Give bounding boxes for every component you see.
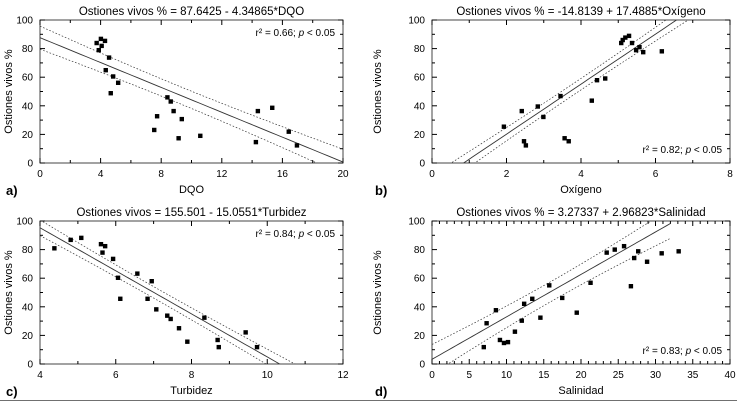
svg-text:Ostiones vivos %: Ostiones vivos % — [3, 49, 15, 134]
svg-text:60: 60 — [22, 73, 34, 84]
svg-text:4: 4 — [578, 169, 584, 180]
svg-text:Turbidez: Turbidez — [170, 385, 212, 397]
svg-text:4: 4 — [98, 169, 104, 180]
svg-text:100: 100 — [16, 16, 33, 27]
svg-text:0: 0 — [27, 360, 33, 371]
svg-text:60: 60 — [22, 274, 34, 285]
svg-text:60: 60 — [414, 274, 426, 285]
svg-text:0: 0 — [37, 169, 43, 180]
svg-text:20: 20 — [575, 370, 587, 381]
svg-text:Ostiones vivos % = 3.27337 + 2: Ostiones vivos % = 3.27337 + 2.96823*Sal… — [456, 207, 705, 219]
svg-text:Ostiones vivos %: Ostiones vivos % — [372, 49, 384, 134]
svg-text:12: 12 — [216, 169, 228, 180]
svg-text:Ostiones vivos %: Ostiones vivos % — [3, 250, 15, 335]
svg-text:16: 16 — [277, 169, 289, 180]
svg-text:20: 20 — [337, 169, 349, 180]
svg-text:20: 20 — [22, 130, 34, 141]
svg-text:DQO: DQO — [179, 184, 205, 196]
svg-text:0: 0 — [419, 159, 425, 170]
svg-text:100: 100 — [408, 217, 425, 228]
svg-text:80: 80 — [22, 245, 34, 256]
svg-text:0: 0 — [419, 360, 425, 371]
svg-text:r² = 0.83; p < 0.05: r² = 0.83; p < 0.05 — [643, 346, 723, 357]
svg-text:100: 100 — [16, 217, 33, 228]
svg-text:10: 10 — [501, 370, 513, 381]
svg-text:4: 4 — [37, 370, 43, 381]
svg-text:8: 8 — [158, 169, 164, 180]
svg-text:0: 0 — [429, 370, 435, 381]
svg-text:15: 15 — [538, 370, 550, 381]
svg-text:0: 0 — [429, 169, 435, 180]
svg-text:Ostiones vivos %: Ostiones vivos % — [372, 250, 384, 335]
svg-text:30: 30 — [650, 370, 662, 381]
svg-text:c): c) — [6, 384, 18, 399]
svg-text:2: 2 — [504, 169, 510, 180]
svg-text:r² = 0.84; p < 0.05: r² = 0.84; p < 0.05 — [256, 229, 336, 240]
svg-text:20: 20 — [414, 331, 426, 342]
svg-text:80: 80 — [22, 44, 34, 55]
svg-text:Ostiones vivos = 155.501 - 15.: Ostiones vivos = 155.501 - 15.0551*Turbi… — [76, 207, 306, 219]
svg-text:35: 35 — [687, 370, 699, 381]
svg-text:Ostiones vivos % = 87.6425 - 4: Ostiones vivos % = 87.6425 - 4.34865*DQO — [79, 6, 304, 18]
svg-text:r² = 0.66; p < 0.05: r² = 0.66; p < 0.05 — [256, 28, 336, 39]
svg-text:6: 6 — [653, 169, 659, 180]
svg-text:10: 10 — [262, 370, 274, 381]
svg-text:5: 5 — [466, 370, 472, 381]
svg-text:40: 40 — [724, 370, 736, 381]
svg-text:r² = 0.82; p < 0.05: r² = 0.82; p < 0.05 — [643, 145, 723, 156]
svg-text:12: 12 — [337, 370, 349, 381]
svg-text:40: 40 — [414, 302, 426, 313]
svg-text:Ostiones vivos % = -14.8139 +: Ostiones vivos % = -14.8139 + 17.4885*Ox… — [456, 6, 705, 18]
svg-text:20: 20 — [22, 331, 34, 342]
svg-text:8: 8 — [727, 169, 733, 180]
svg-text:25: 25 — [613, 370, 625, 381]
svg-text:8: 8 — [189, 370, 195, 381]
svg-text:40: 40 — [22, 302, 34, 313]
svg-text:40: 40 — [414, 101, 426, 112]
svg-text:Oxígeno: Oxígeno — [560, 184, 602, 196]
svg-text:Salinidad: Salinidad — [558, 385, 603, 397]
svg-text:6: 6 — [113, 370, 119, 381]
svg-text:80: 80 — [414, 245, 426, 256]
svg-text:60: 60 — [414, 73, 426, 84]
svg-text:a): a) — [6, 183, 18, 198]
svg-text:80: 80 — [414, 44, 426, 55]
svg-text:100: 100 — [408, 16, 425, 27]
svg-text:20: 20 — [414, 130, 426, 141]
svg-text:d): d) — [375, 384, 387, 399]
svg-text:b): b) — [375, 183, 387, 198]
svg-text:40: 40 — [22, 101, 34, 112]
svg-text:0: 0 — [27, 159, 33, 170]
